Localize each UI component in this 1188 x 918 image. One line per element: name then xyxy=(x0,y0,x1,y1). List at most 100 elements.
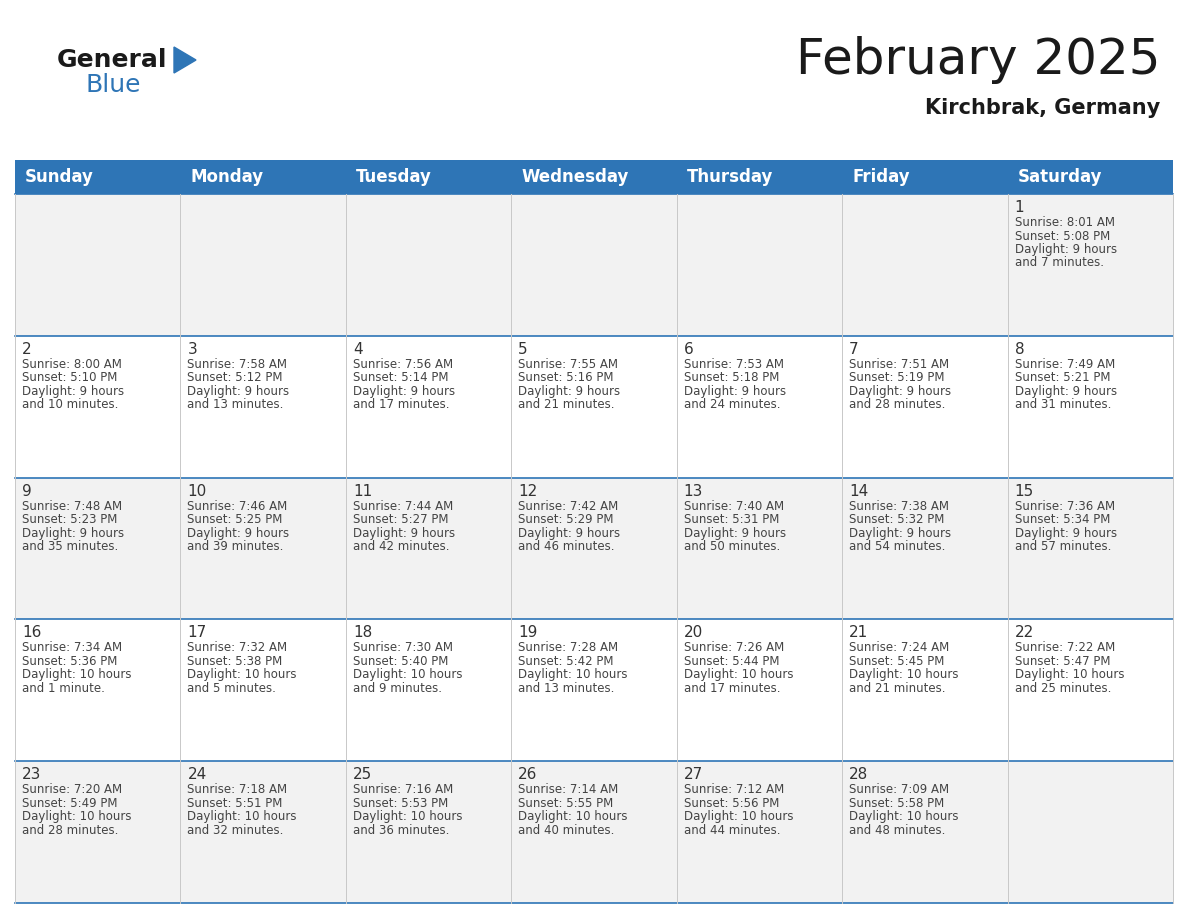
Text: Sunset: 5:21 PM: Sunset: 5:21 PM xyxy=(1015,371,1110,385)
Text: Sunrise: 7:18 AM: Sunrise: 7:18 AM xyxy=(188,783,287,796)
Bar xyxy=(842,336,1007,477)
Text: Sunrise: 7:42 AM: Sunrise: 7:42 AM xyxy=(518,499,619,512)
Text: Daylight: 10 hours: Daylight: 10 hours xyxy=(23,811,132,823)
Text: Sunset: 5:19 PM: Sunset: 5:19 PM xyxy=(849,371,944,385)
Text: Sunrise: 7:16 AM: Sunrise: 7:16 AM xyxy=(353,783,453,796)
Text: 5: 5 xyxy=(518,341,527,357)
Text: Sunrise: 7:38 AM: Sunrise: 7:38 AM xyxy=(849,499,949,512)
Text: Daylight: 10 hours: Daylight: 10 hours xyxy=(849,668,959,681)
Text: and 21 minutes.: and 21 minutes. xyxy=(518,398,614,411)
Text: Sunset: 5:36 PM: Sunset: 5:36 PM xyxy=(23,655,118,668)
Text: Daylight: 10 hours: Daylight: 10 hours xyxy=(353,811,462,823)
Bar xyxy=(677,761,842,903)
Text: Daylight: 9 hours: Daylight: 9 hours xyxy=(1015,243,1117,256)
Text: Wednesday: Wednesday xyxy=(522,168,628,186)
Text: Sunset: 5:16 PM: Sunset: 5:16 PM xyxy=(518,371,614,385)
Text: and 42 minutes.: and 42 minutes. xyxy=(353,540,449,554)
Text: Sunset: 5:53 PM: Sunset: 5:53 PM xyxy=(353,797,448,810)
Text: Friday: Friday xyxy=(852,168,910,186)
Text: Daylight: 9 hours: Daylight: 9 hours xyxy=(23,385,124,397)
Bar xyxy=(677,336,842,477)
Bar xyxy=(842,761,1007,903)
Text: Sunrise: 7:44 AM: Sunrise: 7:44 AM xyxy=(353,499,453,512)
Text: Sunset: 5:34 PM: Sunset: 5:34 PM xyxy=(1015,513,1110,526)
Text: Daylight: 10 hours: Daylight: 10 hours xyxy=(188,668,297,681)
Text: Kirchbrak, Germany: Kirchbrak, Germany xyxy=(924,98,1159,118)
Text: 6: 6 xyxy=(684,341,694,357)
Text: Sunrise: 7:34 AM: Sunrise: 7:34 AM xyxy=(23,642,122,655)
Text: Daylight: 9 hours: Daylight: 9 hours xyxy=(518,527,620,540)
Text: Sunrise: 7:46 AM: Sunrise: 7:46 AM xyxy=(188,499,287,512)
Text: Daylight: 9 hours: Daylight: 9 hours xyxy=(518,385,620,397)
Text: 3: 3 xyxy=(188,341,197,357)
Text: Daylight: 10 hours: Daylight: 10 hours xyxy=(849,811,959,823)
Text: 20: 20 xyxy=(684,625,703,641)
Text: 11: 11 xyxy=(353,484,372,498)
Text: Sunset: 5:47 PM: Sunset: 5:47 PM xyxy=(1015,655,1110,668)
Bar xyxy=(181,761,346,903)
Bar xyxy=(15,336,181,477)
Text: Daylight: 9 hours: Daylight: 9 hours xyxy=(353,527,455,540)
Text: Sunrise: 7:22 AM: Sunrise: 7:22 AM xyxy=(1015,642,1114,655)
Text: and 40 minutes.: and 40 minutes. xyxy=(518,823,614,836)
Text: 4: 4 xyxy=(353,341,362,357)
Bar xyxy=(842,477,1007,620)
Text: and 21 minutes.: and 21 minutes. xyxy=(849,682,946,695)
Text: and 32 minutes.: and 32 minutes. xyxy=(188,823,284,836)
Text: Sunrise: 7:14 AM: Sunrise: 7:14 AM xyxy=(518,783,619,796)
Text: 12: 12 xyxy=(518,484,537,498)
Text: Sunset: 5:25 PM: Sunset: 5:25 PM xyxy=(188,513,283,526)
Text: and 9 minutes.: and 9 minutes. xyxy=(353,682,442,695)
Text: and 46 minutes.: and 46 minutes. xyxy=(518,540,614,554)
Text: 8: 8 xyxy=(1015,341,1024,357)
Text: 14: 14 xyxy=(849,484,868,498)
Bar xyxy=(15,761,181,903)
Text: Tuesday: Tuesday xyxy=(356,168,431,186)
Text: and 54 minutes.: and 54 minutes. xyxy=(849,540,946,554)
Bar xyxy=(842,194,1007,336)
Text: Sunset: 5:58 PM: Sunset: 5:58 PM xyxy=(849,797,944,810)
Text: and 39 minutes.: and 39 minutes. xyxy=(188,540,284,554)
Text: Sunset: 5:45 PM: Sunset: 5:45 PM xyxy=(849,655,944,668)
Bar xyxy=(346,761,511,903)
Text: Sunset: 5:31 PM: Sunset: 5:31 PM xyxy=(684,513,779,526)
Text: and 31 minutes.: and 31 minutes. xyxy=(1015,398,1111,411)
Bar xyxy=(511,336,677,477)
Text: Sunset: 5:27 PM: Sunset: 5:27 PM xyxy=(353,513,448,526)
Text: 28: 28 xyxy=(849,767,868,782)
Bar xyxy=(842,160,1007,194)
Text: Sunset: 5:18 PM: Sunset: 5:18 PM xyxy=(684,371,779,385)
Text: 22: 22 xyxy=(1015,625,1034,641)
Text: Sunset: 5:32 PM: Sunset: 5:32 PM xyxy=(849,513,944,526)
Text: and 44 minutes.: and 44 minutes. xyxy=(684,823,781,836)
Text: Sunset: 5:44 PM: Sunset: 5:44 PM xyxy=(684,655,779,668)
Text: and 7 minutes.: and 7 minutes. xyxy=(1015,256,1104,270)
Text: and 25 minutes.: and 25 minutes. xyxy=(1015,682,1111,695)
Text: 7: 7 xyxy=(849,341,859,357)
Text: Sunset: 5:14 PM: Sunset: 5:14 PM xyxy=(353,371,448,385)
Text: Daylight: 9 hours: Daylight: 9 hours xyxy=(684,385,785,397)
Text: Sunset: 5:56 PM: Sunset: 5:56 PM xyxy=(684,797,779,810)
Text: Daylight: 10 hours: Daylight: 10 hours xyxy=(684,668,794,681)
Text: Daylight: 9 hours: Daylight: 9 hours xyxy=(353,385,455,397)
Text: 1: 1 xyxy=(1015,200,1024,215)
Bar xyxy=(346,620,511,761)
Bar xyxy=(1007,160,1173,194)
Text: Daylight: 9 hours: Daylight: 9 hours xyxy=(23,527,124,540)
Text: February 2025: February 2025 xyxy=(796,36,1159,84)
Text: Sunday: Sunday xyxy=(25,168,94,186)
Bar xyxy=(677,194,842,336)
Text: Daylight: 9 hours: Daylight: 9 hours xyxy=(1015,527,1117,540)
Text: Sunset: 5:40 PM: Sunset: 5:40 PM xyxy=(353,655,448,668)
Bar xyxy=(346,477,511,620)
Text: Daylight: 9 hours: Daylight: 9 hours xyxy=(1015,385,1117,397)
Text: Daylight: 9 hours: Daylight: 9 hours xyxy=(849,527,952,540)
Text: 23: 23 xyxy=(23,767,42,782)
Text: and 1 minute.: and 1 minute. xyxy=(23,682,105,695)
Text: Sunrise: 7:30 AM: Sunrise: 7:30 AM xyxy=(353,642,453,655)
Text: Sunset: 5:42 PM: Sunset: 5:42 PM xyxy=(518,655,614,668)
Text: 21: 21 xyxy=(849,625,868,641)
Bar xyxy=(15,477,181,620)
Text: 15: 15 xyxy=(1015,484,1034,498)
Text: Sunrise: 7:48 AM: Sunrise: 7:48 AM xyxy=(23,499,122,512)
